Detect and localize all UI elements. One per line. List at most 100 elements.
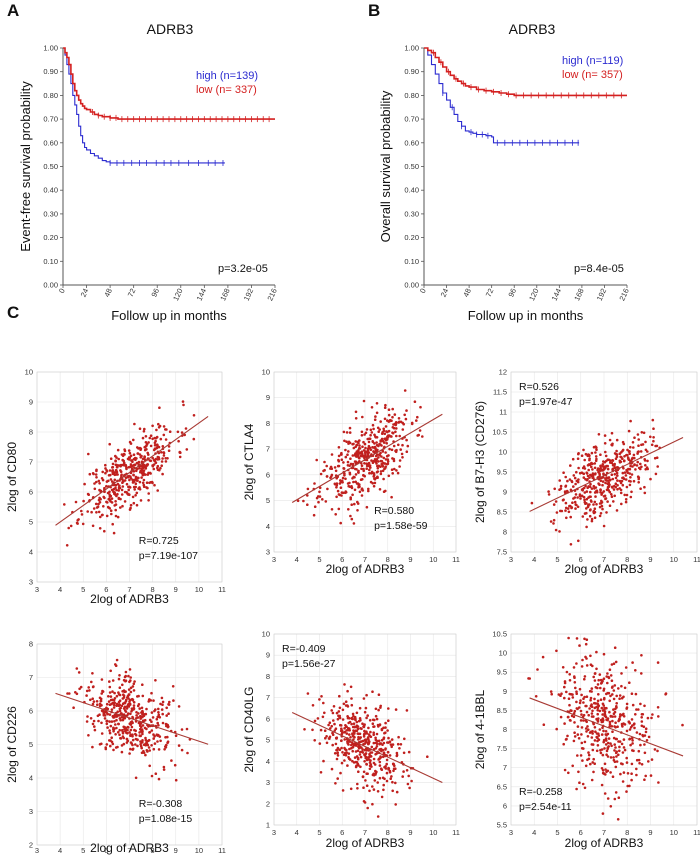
data-point xyxy=(614,765,618,769)
data-point xyxy=(390,495,393,499)
data-point xyxy=(618,745,621,749)
data-point xyxy=(306,494,309,497)
data-point xyxy=(124,464,128,468)
data-point xyxy=(611,775,615,778)
data-point xyxy=(162,451,166,454)
data-point xyxy=(607,737,611,740)
data-point xyxy=(80,509,83,513)
data-point xyxy=(141,715,144,719)
data-point xyxy=(593,516,597,519)
data-point xyxy=(640,720,644,723)
data-point xyxy=(630,473,634,476)
data-point xyxy=(594,686,598,689)
data-point xyxy=(636,433,640,436)
y-tick-label: 5 xyxy=(266,496,270,505)
data-point xyxy=(370,459,373,462)
data-point xyxy=(642,431,646,435)
data-point xyxy=(129,477,133,480)
data-point xyxy=(605,692,608,696)
y-tick-label: 0.30 xyxy=(404,209,419,218)
data-point xyxy=(611,693,614,696)
x-tick-label: 7 xyxy=(602,555,606,564)
x-tick-label: 10 xyxy=(429,828,437,837)
data-point xyxy=(558,479,561,482)
data-point xyxy=(616,484,619,487)
data-point xyxy=(102,712,106,715)
data-point xyxy=(359,750,362,754)
data-point xyxy=(592,509,596,513)
data-point xyxy=(363,748,367,752)
x-tick-label: 3 xyxy=(35,846,39,855)
data-point xyxy=(625,702,629,706)
data-point xyxy=(353,725,357,729)
data-point xyxy=(591,709,594,713)
data-point xyxy=(382,429,386,433)
data-point xyxy=(588,463,592,467)
y-tick-label: 12 xyxy=(499,368,507,377)
data-point xyxy=(153,443,157,447)
data-point xyxy=(615,449,618,453)
data-point xyxy=(571,764,574,768)
data-point xyxy=(105,722,109,726)
data-point xyxy=(649,435,652,439)
data-point xyxy=(331,711,335,715)
data-point xyxy=(373,779,377,782)
data-point xyxy=(615,755,618,758)
data-point xyxy=(161,457,164,460)
data-point xyxy=(385,430,388,433)
data-point xyxy=(614,482,618,486)
data-point xyxy=(607,745,610,748)
data-point xyxy=(572,474,576,477)
y-tick-label: 3 xyxy=(266,778,270,787)
data-point xyxy=(109,695,113,698)
data-point xyxy=(128,752,131,755)
data-point xyxy=(350,503,354,507)
data-point xyxy=(386,458,390,461)
x-tick-label: 8 xyxy=(151,585,155,594)
data-point xyxy=(536,668,539,671)
data-point xyxy=(381,439,385,443)
data-point xyxy=(151,464,155,468)
data-point xyxy=(117,489,120,492)
data-point xyxy=(368,437,372,441)
data-point xyxy=(603,792,607,795)
data-point xyxy=(606,467,610,471)
data-point xyxy=(140,469,144,472)
data-point xyxy=(608,720,612,724)
data-point xyxy=(384,765,387,768)
data-point xyxy=(362,724,366,728)
data-point xyxy=(95,511,98,514)
data-point xyxy=(155,428,158,432)
data-point xyxy=(643,459,647,462)
data-point xyxy=(606,500,609,503)
data-point xyxy=(137,694,140,698)
data-point xyxy=(388,447,391,451)
data-point xyxy=(139,722,143,725)
data-point xyxy=(626,784,629,788)
data-point xyxy=(639,487,642,491)
data-point xyxy=(91,702,95,706)
data-point xyxy=(148,718,152,722)
data-point xyxy=(603,460,607,464)
data-point xyxy=(374,707,378,711)
data-point xyxy=(625,756,628,760)
data-point xyxy=(90,680,93,684)
data-point xyxy=(646,716,650,720)
data-point xyxy=(597,678,600,682)
data-point xyxy=(381,776,385,780)
data-point xyxy=(564,501,568,505)
x-tick-label: 11 xyxy=(452,828,460,837)
y-tick-label: 1 xyxy=(266,821,270,830)
data-point xyxy=(638,761,641,765)
data-point xyxy=(396,471,400,475)
data-point xyxy=(599,479,603,483)
data-point xyxy=(121,485,125,488)
y-tick-label: 7 xyxy=(503,763,507,772)
data-point xyxy=(575,470,578,474)
data-point xyxy=(118,674,121,677)
data-point xyxy=(575,662,578,665)
data-point xyxy=(593,726,597,729)
data-point xyxy=(376,475,379,479)
data-point xyxy=(132,689,136,692)
x-tick-label: 8 xyxy=(625,555,629,564)
